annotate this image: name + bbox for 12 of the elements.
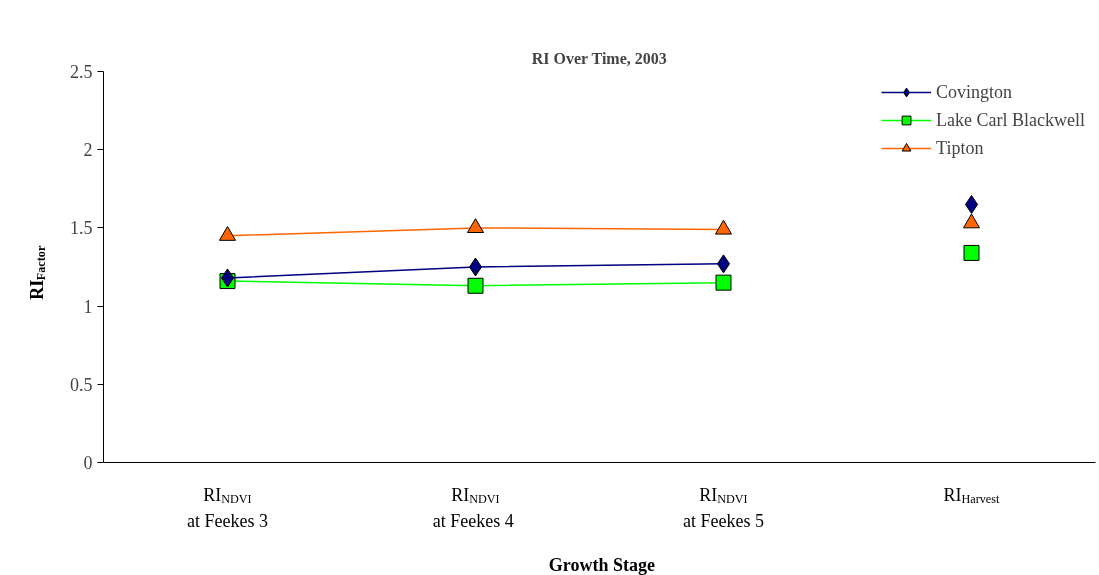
chart-title: RI Over Time, 2003 bbox=[531, 49, 667, 67]
y-tick-label: 0 bbox=[83, 453, 93, 473]
y-tick-label: 2 bbox=[83, 140, 93, 161]
x-axis-title: Growth Stage bbox=[548, 554, 655, 575]
y-tick-label: 1.5 bbox=[70, 218, 93, 239]
legend-label: Covington bbox=[936, 81, 1013, 103]
y-tick-label: 1 bbox=[83, 296, 93, 317]
y-axis-title: RIFactor bbox=[26, 245, 48, 300]
legend-label: Tipton bbox=[936, 137, 984, 159]
y-tick-label: 2.5 bbox=[70, 62, 93, 82]
legend-label: Lake Carl Blackwell bbox=[936, 109, 1085, 131]
y-tick-label: 0.5 bbox=[70, 374, 93, 395]
